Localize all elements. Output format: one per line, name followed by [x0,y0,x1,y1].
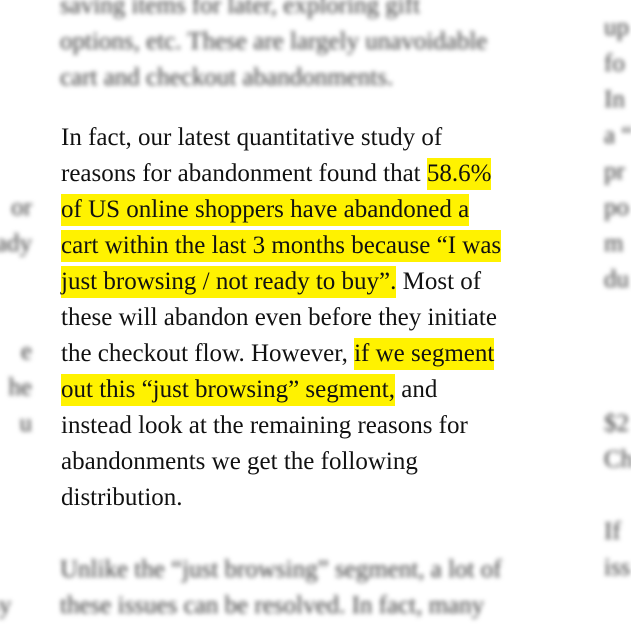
blurred-text-fragment [604,478,631,514]
blurred-previous-paragraph: saving items for later, exploring gift op… [60,0,487,96]
paragraph-line: cart within the last 3 months because “I… [61,228,601,264]
highlighted-text: if we segment [354,338,495,370]
paragraph-line: reasons for abandonment found that 58.6% [61,156,601,192]
highlighted-text: just browsing / not ready to buy”. [61,266,397,298]
blurred-text-fragment: e [20,338,32,365]
blurred-text-line: cart and checkout abandonments. [60,64,394,91]
body-text: In fact, our latest quantitative study o… [61,124,443,151]
blurred-text-line: these issues can be resolved. In fact, m… [60,592,485,619]
blurred-text-fragment: $2 [604,410,629,437]
blurred-text-fragment: iss [604,554,631,581]
highlighted-text: out this “just browsing” segment, [61,374,395,406]
highlighted-text: of US online shoppers have abandoned a [61,194,470,226]
blurred-text-fragment: m [604,230,624,257]
body-text: and [395,376,438,403]
main-paragraph: In fact, our latest quantitative study o… [61,120,601,516]
blurred-text-fragment: po [604,194,629,221]
blurred-text-fragment [0,262,32,298]
blurred-left-column: or ady e he u [0,190,32,442]
blurred-text-fragment: du [604,266,629,293]
blurred-text-fragment: ady [0,230,32,257]
blurred-text-fragment [604,370,631,406]
blurred-text-fragment: fo [604,50,625,77]
paragraph-line: distribution. [61,480,601,516]
paragraph-line: abandonments we get the following [61,444,601,480]
body-text: the checkout flow. However, [61,340,355,367]
blurred-right-column: up fo In a “ pr po m du $2 Ch If iss [604,10,631,586]
highlighted-text: 58.6% [426,158,492,190]
blurred-text-fragment [604,298,631,334]
blurred-text-fragment: asy [0,592,12,619]
body-text: instead look at the remaining reasons fo… [61,412,468,439]
body-text: Most of [396,268,482,295]
body-text: reasons for abandonment found that [61,160,427,187]
body-text: distribution. [61,484,183,511]
paragraph-line: out this “just browsing” segment, and [61,372,601,408]
body-text: abandonments we get the following [61,448,418,475]
blurred-text-fragment [604,334,631,370]
paragraph-line: In fact, our latest quantitative study o… [61,120,601,156]
paragraph-line: instead look at the remaining reasons fo… [61,408,601,444]
blurred-text-line: Unlike the “just browsing” segment, a lo… [60,556,502,583]
paragraph-line: just browsing / not ready to buy”. Most … [61,264,601,300]
blurred-next-paragraph: Unlike the “just browsing” segment, a lo… [60,552,502,624]
blurred-text-fragment: a “ [604,122,631,149]
blurred-text-fragment: In [604,86,625,113]
blurred-text-fragment: up [604,14,629,41]
paragraph-line: the checkout flow. However, if we segmen… [61,336,601,372]
blurred-text-fragment: u [19,410,33,437]
blurred-text-line: options, etc. These are largely unavoida… [60,28,488,55]
paragraph-line: of US online shoppers have abandoned a [61,192,601,228]
blurred-text-fragment: he [8,374,32,401]
blurred-text-line: saving items for later, exploring gift [60,0,421,19]
blurred-text-fragment: pr [604,158,625,185]
paragraph-line: these will abandon even before they init… [61,300,601,336]
blurred-text-fragment: If [604,518,621,545]
body-text: these will abandon even before they init… [61,304,497,331]
blurred-text-fragment: Ch [604,446,631,473]
blurred-text-fragment [0,298,32,334]
blurred-left-column-bottom: asy [0,588,11,624]
highlighted-text: cart within the last 3 months because “I… [61,230,502,262]
blurred-text-fragment: or [11,194,32,221]
